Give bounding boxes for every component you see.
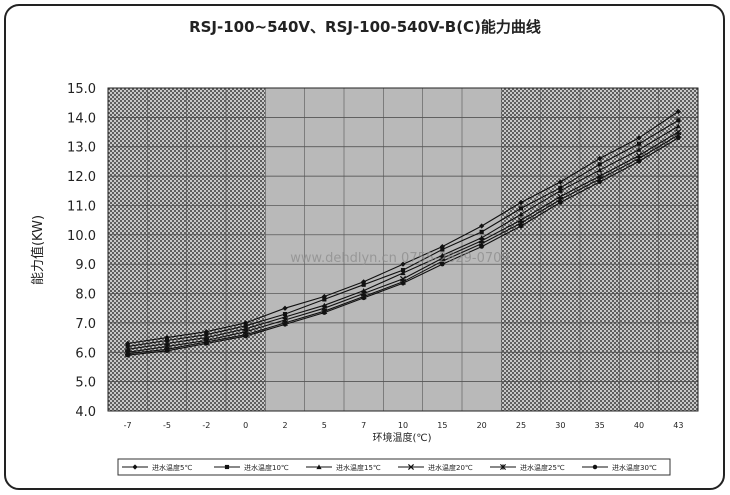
legend-label: 进水温度30℃ bbox=[612, 463, 657, 472]
data-point bbox=[164, 334, 170, 341]
data-point bbox=[518, 199, 524, 206]
x-tick-label: 30 bbox=[555, 421, 565, 430]
x-tick-label: 0 bbox=[243, 421, 248, 430]
x-tick-label: 35 bbox=[595, 421, 605, 430]
data-point bbox=[164, 348, 170, 354]
data-point bbox=[518, 206, 524, 211]
series-2 bbox=[125, 118, 681, 349]
x-tick-label: 15 bbox=[437, 421, 447, 430]
data-point bbox=[676, 118, 681, 123]
data-point bbox=[243, 320, 249, 326]
data-point bbox=[675, 108, 681, 115]
x-tick-label: 25 bbox=[516, 421, 526, 430]
data-point bbox=[636, 135, 642, 141]
data-point bbox=[400, 261, 406, 267]
data-point bbox=[282, 312, 288, 317]
legend-label: 进水温度25℃ bbox=[520, 463, 565, 472]
data-point bbox=[204, 332, 209, 337]
data-point bbox=[125, 352, 130, 358]
data-point bbox=[597, 167, 603, 173]
data-point bbox=[676, 135, 681, 141]
data-point bbox=[164, 338, 170, 343]
data-point bbox=[316, 464, 322, 470]
x-tick-label: -7 bbox=[124, 421, 132, 430]
data-point bbox=[282, 322, 288, 327]
legend-label: 进水温度15℃ bbox=[336, 463, 381, 472]
plot-area: 4.0 5.0 6.0 7.0 8.0 9.0 10.0 11.0 12.0 13.0 14.0 15… bbox=[67, 82, 699, 430]
data-point bbox=[597, 162, 602, 167]
legend: 进水温度5℃ 进水温度10℃ 进水温度15℃ 进水温度20℃ 进水温度25℃ 进水温度30… bbox=[117, 458, 671, 476]
legend-box bbox=[117, 458, 671, 476]
data-point bbox=[400, 270, 406, 276]
x-tick-label: 7 bbox=[361, 421, 366, 430]
data-point bbox=[636, 147, 642, 152]
data-point bbox=[322, 310, 327, 315]
data-point bbox=[557, 179, 563, 185]
x-tick-label: 40 bbox=[634, 421, 644, 430]
legend-label: 进水温度20℃ bbox=[428, 463, 473, 472]
data-point bbox=[479, 244, 484, 249]
data-point bbox=[592, 464, 598, 470]
x-tick-label: 5 bbox=[322, 421, 327, 430]
data-point bbox=[361, 295, 366, 301]
legend-label: 进水温度5℃ bbox=[152, 463, 192, 472]
y-tick-label: 15.0 bbox=[67, 82, 96, 97]
data-point bbox=[558, 185, 563, 190]
data-point bbox=[132, 464, 138, 470]
chart-title: RSJ-100~540V、RSJ-100-540V-B(C)能力曲线 bbox=[189, 18, 541, 36]
data-point bbox=[243, 323, 248, 328]
data-point bbox=[203, 329, 209, 335]
data-point bbox=[125, 344, 130, 349]
x-tick-label: 20 bbox=[477, 421, 487, 430]
data-point bbox=[407, 463, 415, 471]
data-point bbox=[224, 464, 230, 470]
data-point bbox=[500, 464, 506, 470]
data-point bbox=[479, 223, 485, 229]
x-tick-label: 43 bbox=[673, 421, 683, 430]
data-point bbox=[400, 281, 406, 286]
data-point bbox=[322, 297, 327, 302]
data-point bbox=[243, 333, 248, 339]
data-point bbox=[282, 305, 288, 311]
y-tick-label: 7.0 bbox=[75, 317, 96, 332]
y-tick-label: 14.0 bbox=[67, 111, 96, 126]
y-tick-label: 6.0 bbox=[75, 346, 96, 361]
data-point bbox=[204, 341, 209, 346]
data-point bbox=[597, 179, 602, 185]
series-6 bbox=[125, 135, 681, 358]
y-tick-label: 5.0 bbox=[75, 376, 96, 391]
data-point bbox=[518, 223, 524, 229]
y-tick-label: 9.0 bbox=[75, 258, 96, 273]
y-axis-label: 能力值(KW) bbox=[30, 215, 46, 285]
legend-label: 进水温度10℃ bbox=[244, 463, 289, 472]
data-point bbox=[675, 123, 681, 129]
y-tick-label: 4.0 bbox=[75, 405, 96, 420]
y-tick-label: 12.0 bbox=[67, 170, 96, 185]
data-point bbox=[361, 279, 367, 285]
y-tick-label: 8.0 bbox=[75, 288, 96, 303]
y-tick-label: 11.0 bbox=[67, 199, 96, 214]
y-tick-label: 10.0 bbox=[67, 229, 96, 244]
data-point bbox=[479, 229, 484, 234]
data-point bbox=[518, 211, 524, 217]
data-point bbox=[558, 200, 563, 205]
x-tick-label: 2 bbox=[282, 421, 287, 430]
watermark-text: www.dehdlyn.cn 0755-2629-0709 bbox=[290, 251, 509, 266]
data-point bbox=[440, 247, 445, 252]
plot-border bbox=[107, 87, 699, 412]
x-tick-label: -2 bbox=[202, 421, 210, 430]
x-tick-label: 10 bbox=[398, 421, 408, 430]
data-point bbox=[400, 267, 406, 273]
data-point bbox=[557, 188, 563, 193]
data-point bbox=[636, 141, 642, 146]
x-tick-label: -5 bbox=[163, 421, 171, 430]
data-point bbox=[440, 261, 445, 267]
data-point bbox=[125, 340, 131, 347]
y-tick-label: 13.0 bbox=[67, 141, 96, 156]
data-point bbox=[597, 155, 603, 162]
x-axis-label: 环境温度(℃) bbox=[372, 431, 431, 444]
data-point bbox=[636, 159, 642, 164]
data-point bbox=[361, 282, 366, 287]
